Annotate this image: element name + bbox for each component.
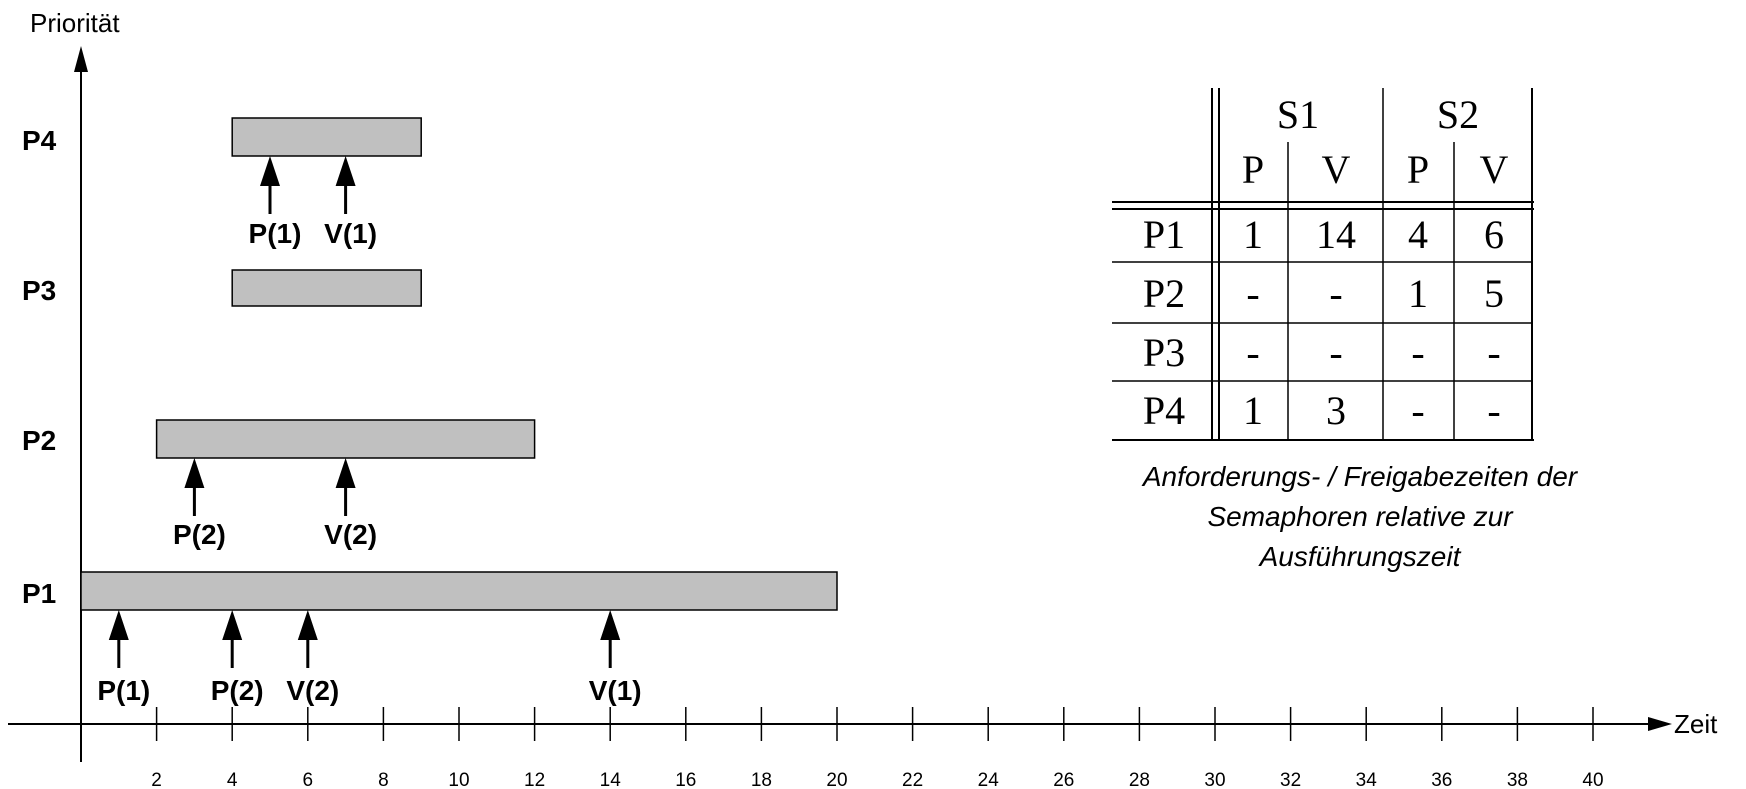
process-row-p1: P1 P(1) P(2) V(2) V(1) — [22, 571, 838, 706]
marker-label: V(1) — [589, 675, 642, 706]
marker-label: V(1) — [324, 218, 377, 249]
table-row-label: P1 — [1143, 212, 1185, 257]
table-cell: - — [1411, 330, 1424, 375]
table-group-s2: S2 — [1437, 92, 1479, 137]
semaphore-table: S1 S2 P V P V P1 1 14 4 6 P2 - - 1 5 P3 … — [1112, 88, 1579, 572]
y-axis-label: Priorität — [30, 8, 120, 38]
up-arrow-icon — [184, 458, 205, 488]
table-cell: 6 — [1484, 212, 1504, 257]
x-tick-label: 20 — [826, 770, 847, 789]
table-cell: 5 — [1484, 271, 1504, 316]
y-axis-arrowhead — [74, 46, 88, 72]
process-label: P1 — [22, 578, 56, 609]
x-tick-label: 16 — [675, 770, 696, 789]
semaphore-marker: V(1) — [589, 610, 642, 706]
x-tick-label: 40 — [1582, 770, 1603, 789]
table-subheader-s2-p: P — [1407, 147, 1429, 192]
up-arrow-icon — [600, 610, 621, 640]
up-arrow-icon — [260, 156, 280, 186]
marker-label: V(2) — [324, 519, 377, 550]
table-cell: 14 — [1316, 212, 1356, 257]
table-cell: 1 — [1243, 388, 1263, 433]
execution-bar — [155, 419, 536, 459]
x-tick-label: 4 — [227, 770, 238, 789]
table-row-label: P3 — [1143, 330, 1185, 375]
table-row-label: P2 — [1143, 271, 1185, 316]
process-label: P4 — [22, 125, 57, 156]
table-caption-line-2: Semaphoren relative zur — [1207, 501, 1514, 532]
process-label: P2 — [22, 425, 56, 456]
x-tick-label: 32 — [1280, 770, 1301, 789]
x-axis-label: Zeit — [1674, 709, 1718, 739]
execution-bar — [231, 269, 422, 307]
semaphore-marker: V(2) — [286, 610, 339, 706]
table-cell: - — [1329, 271, 1342, 316]
table-cell: - — [1246, 271, 1259, 316]
table-cell: 3 — [1326, 388, 1346, 433]
semaphore-marker: V(1) — [324, 156, 377, 249]
process-row-p4: P4 P(1) V(1) — [22, 117, 422, 249]
x-tick-label: 24 — [978, 770, 1000, 789]
table-caption-line-3: Ausführungszeit — [1258, 541, 1462, 572]
x-tick-label: 10 — [448, 770, 469, 789]
table-cell: - — [1411, 388, 1424, 433]
semaphore-marker: P(2) — [173, 458, 226, 550]
marker-label: P(2) — [173, 519, 226, 550]
marker-label: P(2) — [211, 675, 264, 706]
x-tick-label: 38 — [1507, 770, 1528, 789]
table-group-s1: S1 — [1277, 92, 1319, 137]
execution-bar — [231, 117, 422, 157]
table-cell: 4 — [1408, 212, 1428, 257]
x-tick-label: 26 — [1053, 770, 1074, 789]
up-arrow-icon — [335, 156, 356, 186]
x-tick-label: 36 — [1431, 770, 1452, 789]
process-label: P3 — [22, 275, 56, 306]
semaphore-marker: P(1) — [97, 610, 150, 706]
up-arrow-icon — [297, 610, 318, 640]
table-caption-line-1: Anforderungs- / Freigabezeiten der — [1141, 461, 1579, 492]
x-tick-label: 18 — [751, 770, 772, 789]
execution-bar — [80, 571, 838, 611]
marker-label: P(1) — [97, 675, 150, 706]
table-subheader-s1-v: V — [1322, 147, 1351, 192]
semaphore-marker: V(2) — [324, 458, 377, 550]
semaphore-marker: P(2) — [211, 610, 264, 706]
x-tick-label: 14 — [600, 770, 622, 789]
x-tick-label: 6 — [303, 770, 314, 789]
x-axis-ticks: 2 4 6 8 10 12 14 16 18 20 22 24 26 28 30 32 34 36 38 40 — [151, 707, 1604, 789]
up-arrow-icon — [108, 610, 129, 640]
x-tick-label: 34 — [1356, 770, 1378, 789]
table-subheader-s2-v: V — [1480, 147, 1509, 192]
x-tick-label: 28 — [1129, 770, 1150, 789]
x-tick-label: 30 — [1204, 770, 1225, 789]
marker-label: P(1) — [249, 218, 302, 249]
table-cell: 1 — [1243, 212, 1263, 257]
process-row-p3: P3 — [22, 269, 422, 307]
table-cell: - — [1329, 330, 1342, 375]
table-cell: - — [1246, 330, 1259, 375]
process-row-p2: P2 P(2) V(2) — [22, 419, 536, 550]
up-arrow-icon — [222, 610, 243, 640]
semaphore-marker: P(1) — [249, 156, 302, 249]
x-tick-label: 22 — [902, 770, 923, 789]
table-cell: - — [1487, 330, 1500, 375]
table-cell: 1 — [1408, 271, 1428, 316]
x-tick-label: 12 — [524, 770, 545, 789]
up-arrow-icon — [335, 458, 356, 488]
x-axis-arrowhead — [1648, 717, 1672, 731]
process-rows: P4 P(1) V(1) P3 P2 P(2) V(2) P1 P(1) P(2) V(2) V(1) — [22, 117, 838, 706]
x-tick-label: 2 — [151, 770, 162, 789]
marker-label: V(2) — [286, 675, 339, 706]
table-grid — [1112, 88, 1534, 441]
table-subheader-s1-p: P — [1242, 147, 1264, 192]
table-cell: - — [1487, 388, 1500, 433]
table-row-label: P4 — [1143, 388, 1185, 433]
x-tick-label: 8 — [378, 770, 389, 789]
